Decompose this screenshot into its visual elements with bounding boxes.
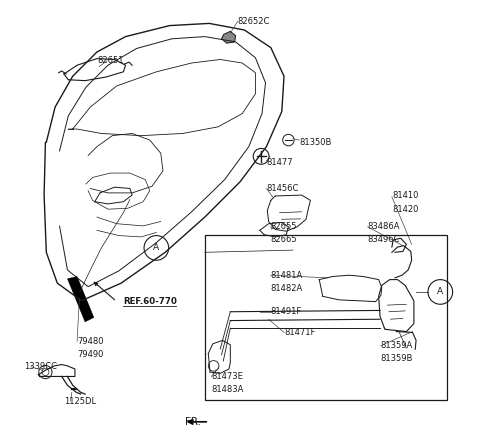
Text: 81482A: 81482A [271, 284, 303, 293]
Text: 81481A: 81481A [271, 271, 303, 280]
Text: 81477: 81477 [266, 158, 293, 167]
Text: 81491F: 81491F [271, 307, 302, 316]
Text: 81420: 81420 [392, 205, 418, 214]
Text: 81350B: 81350B [300, 138, 332, 147]
Text: 81473E: 81473E [211, 372, 243, 381]
Text: A: A [437, 288, 444, 296]
Polygon shape [221, 31, 236, 43]
Text: 82655: 82655 [271, 222, 297, 231]
Text: 1339CC: 1339CC [24, 362, 57, 371]
Text: 79490: 79490 [77, 350, 104, 359]
Text: FR.: FR. [185, 417, 201, 427]
Polygon shape [67, 276, 94, 322]
Text: 82652C: 82652C [238, 17, 270, 26]
Text: 82665: 82665 [271, 236, 298, 245]
Text: 81359A: 81359A [381, 341, 413, 350]
Text: A: A [153, 243, 159, 253]
Text: 81410: 81410 [392, 190, 418, 200]
Text: 83496C: 83496C [368, 236, 400, 245]
Text: 81483A: 81483A [211, 385, 244, 394]
Text: 1125DL: 1125DL [64, 396, 96, 406]
Text: 82651: 82651 [97, 56, 123, 65]
Text: 79480: 79480 [77, 337, 104, 346]
Text: 81456C: 81456C [266, 184, 299, 193]
Bar [205, 235, 447, 400]
Text: REF.60-770: REF.60-770 [123, 297, 177, 306]
Text: 81471F: 81471F [284, 328, 315, 337]
Text: 83486A: 83486A [368, 222, 400, 231]
Text: 81359B: 81359B [381, 354, 413, 363]
